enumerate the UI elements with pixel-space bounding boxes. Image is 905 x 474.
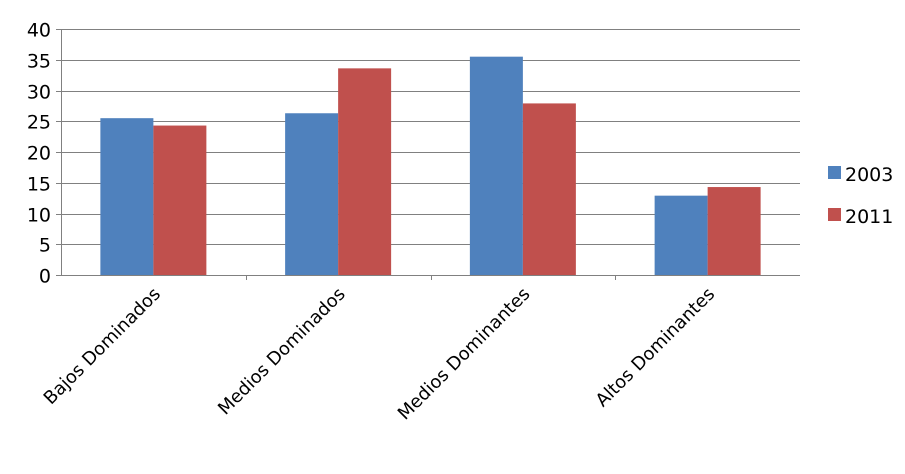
- y-tick-label: 40: [27, 20, 51, 42]
- y-tick-label: 15: [27, 174, 51, 196]
- legend: 2003 2011: [828, 164, 893, 228]
- y-tick-label: 5: [39, 235, 51, 257]
- legend-swatch-2003: [828, 166, 841, 179]
- legend-label-2003: 2003: [845, 164, 893, 186]
- y-tick-label: 20: [27, 143, 51, 165]
- bars: [100, 56, 761, 276]
- bar-2011-bajos-dominados: [153, 125, 207, 276]
- y-tick-label: 25: [27, 112, 51, 134]
- bar-2003-medios-dominantes: [469, 56, 523, 275]
- x-tick-label: Medios Dominantes: [394, 284, 535, 425]
- bar-2011-medios-dominantes: [522, 103, 576, 275]
- axes: [56, 29, 800, 280]
- y-tick-label: 30: [27, 82, 51, 104]
- legend-swatch-2011: [828, 208, 841, 221]
- x-tick-label: Bajos Dominados: [40, 284, 165, 409]
- bar-2011-medios-dominados: [338, 68, 392, 275]
- x-tick-label: Altos Dominantes: [592, 284, 719, 411]
- y-tick-label: 10: [27, 205, 51, 227]
- x-tick-label: Medios Dominados: [214, 284, 350, 420]
- bar-2003-altos-dominantes: [654, 195, 708, 275]
- y-tick-label: 0: [39, 266, 51, 288]
- bar-2003-bajos-dominados: [100, 118, 154, 275]
- legend-label-2011: 2011: [845, 206, 893, 228]
- y-axis-ticks: 0 5 10 15 20 25 30 35 40: [27, 20, 51, 288]
- bar-2003-medios-dominados: [285, 113, 339, 275]
- bar-2011-altos-dominantes: [707, 187, 761, 275]
- y-tick-label: 35: [27, 51, 51, 73]
- x-axis-ticks: Bajos Dominados Medios Dominados Medios Do…: [40, 284, 720, 425]
